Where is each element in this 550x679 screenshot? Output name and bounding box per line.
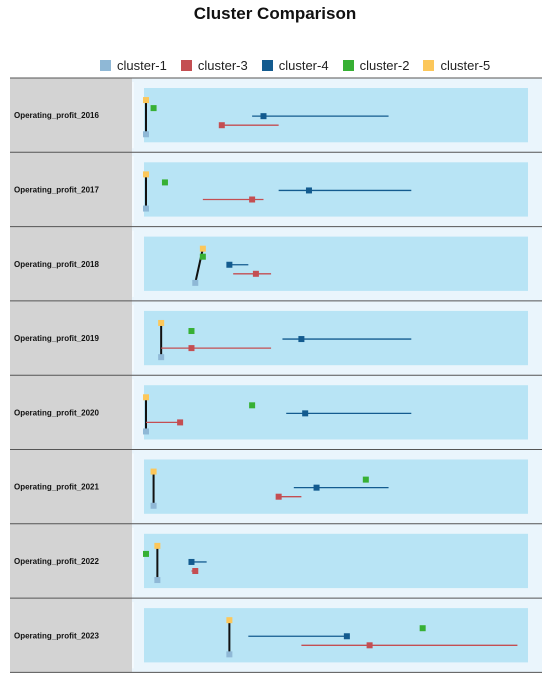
point-cluster-5	[143, 171, 149, 178]
legend-swatch-cluster-5	[423, 59, 435, 71]
point-cluster-2	[161, 179, 168, 186]
row-label-bg	[10, 152, 132, 227]
row-label: Operating_profit_2022	[14, 557, 99, 566]
point-cluster-4	[343, 633, 350, 640]
legend-label-cluster-3: cluster-3	[197, 57, 248, 73]
point-cluster-2	[188, 328, 195, 335]
point-cluster-4	[188, 558, 195, 565]
point-cluster-4	[302, 410, 309, 417]
point-cluster-4	[313, 484, 320, 491]
legend-item-cluster-5: cluster-5	[423, 58, 490, 73]
row-label-bg	[10, 449, 132, 524]
row-label: Operating_profit_2016	[14, 111, 99, 120]
point-cluster-2	[249, 402, 256, 409]
chart-title: Cluster Comparison	[193, 4, 357, 23]
point-cluster-3	[177, 419, 184, 426]
row-label: Operating_profit_2019	[14, 334, 99, 343]
row-label-bg	[10, 375, 132, 450]
point-cluster-3	[366, 642, 373, 649]
point-cluster-3	[188, 345, 195, 352]
row-band	[144, 533, 528, 589]
point-cluster-5	[226, 617, 233, 624]
point-cluster-2	[143, 550, 149, 557]
row-label-bg	[10, 523, 132, 599]
legend-label-cluster-4: cluster-4	[278, 57, 329, 73]
legend-label-cluster-2: cluster-2	[359, 57, 410, 73]
point-cluster-5	[154, 542, 161, 549]
row-band	[144, 236, 528, 291]
point-cluster-3	[252, 270, 259, 277]
point-cluster-1	[226, 651, 233, 658]
point-cluster-4	[260, 113, 267, 120]
row-label: Operating_profit_2017	[14, 185, 99, 194]
row-band	[144, 385, 528, 440]
point-cluster-1	[143, 205, 149, 212]
row-label-bg	[10, 226, 132, 301]
point-cluster-5	[143, 394, 149, 401]
legend-item-cluster-4: cluster-4	[261, 57, 329, 73]
row-band	[144, 162, 528, 217]
legend-swatch-cluster-1	[100, 59, 111, 71]
point-cluster-2	[362, 476, 369, 483]
row-band	[144, 608, 528, 663]
legend: cluster-1 cluster-3 cluster-4 cluster-2 clus…	[100, 57, 504, 73]
point-cluster-5	[199, 245, 206, 252]
point-cluster-1	[192, 279, 199, 286]
row-label: Operating_profit_2020	[14, 408, 99, 417]
row-band	[144, 88, 528, 143]
point-cluster-1	[143, 131, 149, 138]
legend-swatch-cluster-3	[180, 59, 192, 71]
point-cluster-2	[419, 625, 426, 632]
legend-label-cluster-5: cluster-5	[440, 57, 491, 73]
row-label-bg	[10, 598, 132, 673]
row-label-bg	[10, 300, 132, 376]
legend-item-cluster-2: cluster-2	[342, 57, 410, 73]
row-label: Operating_profit_2023	[14, 631, 99, 640]
point-cluster-5	[158, 319, 165, 326]
point-cluster-1	[158, 354, 165, 361]
row-label: Operating_profit_2018	[14, 260, 99, 269]
point-cluster-3	[275, 493, 282, 500]
point-cluster-2	[199, 253, 206, 260]
point-cluster-3	[218, 122, 225, 129]
point-cluster-5	[150, 468, 157, 475]
row-band	[144, 459, 528, 514]
point-cluster-3	[192, 568, 199, 575]
row-band	[144, 310, 528, 366]
row-label-bg	[10, 78, 132, 153]
point-cluster-5	[143, 97, 149, 104]
point-cluster-1	[154, 577, 161, 584]
legend-label-cluster-1: cluster-1	[117, 57, 167, 73]
point-cluster-2	[150, 105, 157, 112]
legend-item-cluster-3: cluster-3	[180, 57, 248, 73]
point-cluster-1	[143, 428, 149, 435]
legend-swatch-cluster-2	[342, 59, 354, 71]
point-cluster-3	[249, 196, 256, 203]
point-cluster-1	[150, 502, 157, 509]
point-cluster-4	[226, 261, 233, 268]
row-label: Operating_profit_2021	[14, 483, 99, 492]
point-cluster-4	[298, 336, 305, 343]
legend-swatch-cluster-4	[261, 59, 273, 71]
legend-item-cluster-1: cluster-1	[100, 58, 167, 73]
point-cluster-4	[305, 187, 312, 194]
